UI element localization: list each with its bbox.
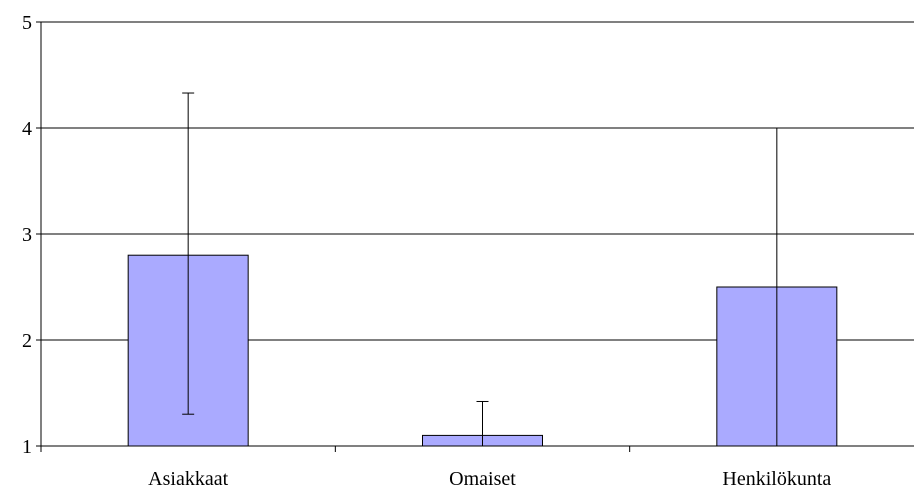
y-tick-label: 1 <box>22 436 32 458</box>
x-tick-label: Omaiset <box>449 468 516 490</box>
error-bars <box>182 92 783 446</box>
y-tick-labels: 1 2 3 4 5 <box>22 12 32 458</box>
x-tick-labels: Asiakkaat Omaiset Henkilökunta <box>148 468 831 490</box>
y-tick-label: 2 <box>22 330 32 352</box>
axes <box>36 21 914 452</box>
y-tick-label: 5 <box>22 12 32 34</box>
y-tick-label: 3 <box>22 224 32 246</box>
y-tick-label: 4 <box>22 118 32 140</box>
x-tick-label: Henkilökunta <box>722 468 831 490</box>
x-tick-label: Asiakkaat <box>148 468 228 490</box>
